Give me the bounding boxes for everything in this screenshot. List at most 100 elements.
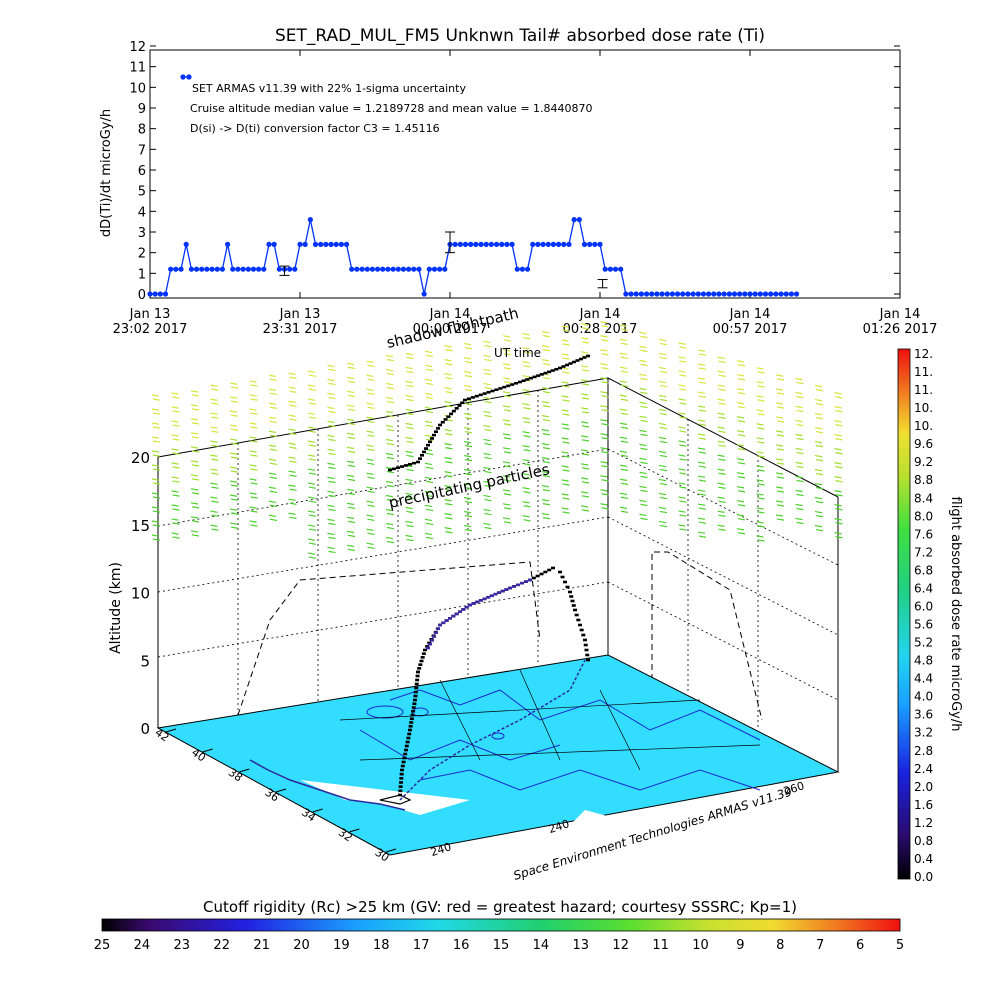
precip-dash [580, 365, 589, 368]
precip-dash [191, 436, 200, 439]
dose-rate-point [390, 266, 396, 272]
precip-dash [367, 434, 375, 438]
precip-dash [717, 384, 725, 387]
flight-point [406, 736, 411, 740]
precip-dash [815, 472, 824, 476]
precip-dash [250, 440, 258, 443]
shadow-flightpath-point [510, 383, 515, 386]
precip-dash [541, 387, 550, 390]
annotation-conversion-factor: D(si) -> D(ti) conversion factor C3 = 1.… [190, 122, 440, 135]
precip-dash [678, 440, 686, 443]
shadow-flightpath-point [420, 453, 424, 457]
flight-point-high [451, 614, 456, 618]
precip-dash [678, 342, 686, 345]
y-tick-label: 10 [129, 81, 146, 96]
precip-dash [289, 516, 297, 519]
precip-dash [717, 482, 725, 485]
precip-dash [328, 522, 336, 526]
dose-rate-point [245, 266, 251, 272]
precip-dash [796, 381, 804, 385]
precip-dash [658, 352, 667, 356]
precip-dash [795, 447, 803, 451]
precip-dash [639, 359, 647, 363]
precip-dash [307, 384, 316, 387]
precip-dash [444, 401, 452, 404]
dose-rate-point [256, 266, 262, 272]
precip-dash [561, 479, 569, 482]
precip-dash [659, 440, 668, 444]
flight-point [576, 618, 581, 622]
precip-dash [229, 480, 238, 483]
colorbar-right-tick-label: 9.2 [914, 455, 933, 469]
dose-rate-point [276, 266, 282, 272]
precip-dash [658, 464, 667, 468]
precip-dash [445, 503, 453, 506]
precip-dash [386, 484, 395, 488]
precip-dash [522, 473, 530, 476]
colorbar-bottom-tick-label: 8 [776, 938, 784, 953]
precip-dash [522, 501, 530, 504]
dose-rate-point [266, 241, 272, 247]
precip-dash [678, 510, 686, 513]
precip-dash [737, 364, 746, 367]
precip-dash [795, 461, 803, 465]
precip-dash [718, 416, 726, 419]
precip-dash [171, 448, 179, 451]
dose-rate-point [193, 266, 200, 272]
precip-dash [151, 478, 160, 481]
precip-dash [639, 471, 647, 475]
dose-rate-point [240, 266, 246, 272]
precip-dash [640, 335, 648, 339]
precip-dash [152, 524, 161, 527]
flight-point [558, 570, 562, 574]
flight-point [574, 613, 579, 617]
precip-dash [658, 380, 667, 384]
dose-rate-point [209, 266, 215, 272]
dose-rate-point [571, 217, 577, 223]
precip-dash [483, 340, 491, 344]
precip-dash [757, 539, 765, 542]
dose-rate-point [550, 241, 557, 247]
precip-dash [367, 448, 375, 452]
precip-dash [151, 436, 160, 439]
precip-dash [697, 363, 706, 366]
precip-dash [835, 424, 843, 427]
precip-dash [523, 421, 531, 424]
precip-dash [444, 387, 452, 390]
flight-point-high [426, 646, 430, 650]
precip-dash [757, 385, 765, 388]
dose-rate-point [426, 266, 432, 272]
colorbar-right-tick-label: 2.0 [914, 780, 933, 794]
precip-dash [775, 416, 784, 419]
precip-dash [834, 532, 842, 535]
precip-dash [463, 384, 472, 388]
flight-point-high [461, 608, 466, 611]
dose-rate-point [524, 266, 531, 272]
precip-dash [269, 476, 278, 480]
precip-dash [171, 406, 179, 409]
precip-dash [620, 468, 629, 472]
precip-dash [151, 464, 160, 467]
latitude-tick-mark [349, 828, 360, 833]
precip-dash [717, 398, 725, 401]
precip-dash [698, 353, 707, 356]
precip-dash [835, 536, 843, 539]
precip-dash [367, 364, 375, 368]
ocean-white [300, 772, 838, 880]
precip-dash [775, 458, 784, 461]
precip-dash [698, 367, 707, 370]
precip-dash [620, 398, 629, 402]
y-tick-label: 12 [129, 40, 146, 55]
precip-dash [795, 391, 803, 395]
precip-dash [464, 416, 473, 420]
precip-dash [405, 394, 413, 398]
latitude-tick-mark [275, 788, 287, 793]
precip-dash [424, 350, 433, 354]
dose-rate-point [752, 291, 758, 297]
precip-dash [795, 419, 803, 423]
precip-dash [815, 388, 824, 392]
flight-point [419, 659, 424, 663]
precip-dash [444, 513, 452, 516]
precip-dash [190, 474, 199, 477]
dose-rate-point [659, 291, 665, 297]
